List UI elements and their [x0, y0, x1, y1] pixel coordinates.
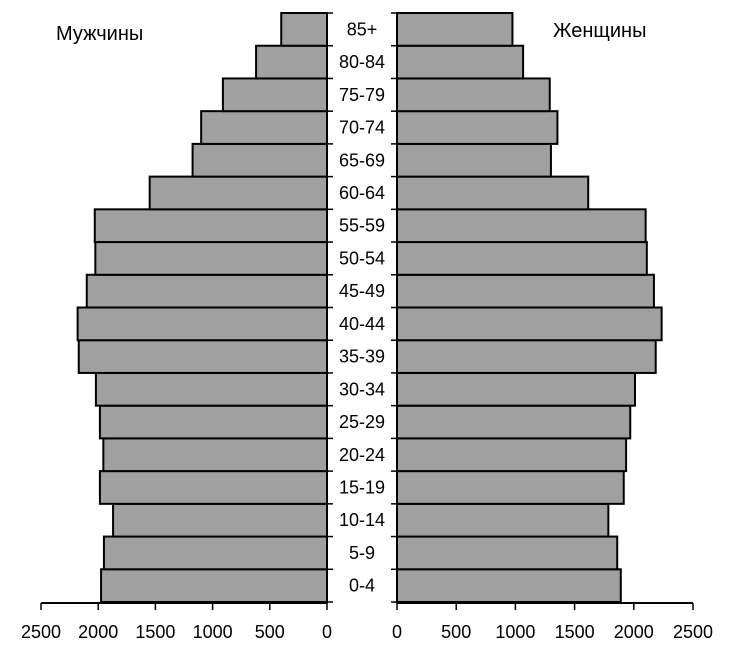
male-bar-80-84: [255, 44, 328, 80]
female-bar-80-84: [396, 44, 525, 80]
age-group-labels: 0-4 5-9 10-14 15-19 20-24 25-29 30-34 35-39 40-4…: [339, 19, 385, 595]
female-bar-25-29: [396, 404, 632, 440]
male-axis-tick-label: 1000: [193, 622, 233, 642]
male-axis-tick-label: 0: [322, 622, 332, 642]
age-group-label: 85+: [347, 19, 378, 39]
age-group-label: 60-64: [339, 183, 385, 203]
male-bar-35-39: [77, 339, 328, 374]
male-bar-40-44: [76, 306, 328, 342]
female-series-label: Женщины: [553, 20, 646, 42]
female-bar-75-79: [396, 77, 551, 113]
male-bar-30-34: [94, 371, 328, 407]
male-bar-70-74: [200, 110, 328, 145]
female-bar-5-9: [396, 535, 619, 571]
male-bar-10-14: [112, 502, 328, 538]
female-bar-45-49: [396, 273, 655, 309]
male-bar-20-24: [102, 437, 328, 473]
female-axis-tick-label: 2500: [673, 622, 713, 642]
age-group-label: 30-34: [339, 379, 385, 399]
male-axis-tick-label: 2000: [78, 622, 118, 642]
age-group-label: 75-79: [339, 85, 385, 105]
female-axis-tick-label: 1000: [495, 622, 535, 642]
age-group-label: 0-4: [349, 576, 375, 596]
male-bar-55-59: [93, 208, 328, 244]
male-series-label: Мужчины: [56, 23, 143, 45]
female-bar-85+: [396, 12, 514, 47]
age-group-label: 25-29: [339, 412, 385, 432]
female-bar-0-4: [396, 568, 622, 603]
male-axis-tick-label: 1500: [135, 622, 175, 642]
male-bar-25-29: [98, 404, 328, 440]
female-bar-30-34: [396, 371, 636, 407]
female-axis-tick-label: 0: [392, 622, 402, 642]
age-group-label: 55-59: [339, 216, 385, 236]
female-bars: [391, 12, 663, 603]
female-axis-tick-label: 1500: [555, 622, 595, 642]
male-bar-85+: [280, 12, 328, 47]
male-bar-65-69: [191, 142, 328, 178]
female-bar-20-24: [396, 437, 628, 473]
female-bar-10-14: [396, 502, 610, 538]
male-bar-75-79: [221, 77, 328, 113]
age-group-label: 65-69: [339, 150, 385, 170]
male-bar-15-19: [98, 470, 328, 505]
age-group-label: 20-24: [339, 445, 385, 465]
female-axis-tick-label: 2000: [614, 622, 654, 642]
age-group-label: 35-39: [339, 347, 385, 367]
female-bar-35-39: [396, 339, 657, 374]
female-bar-60-64: [396, 175, 590, 211]
male-bar-0-4: [100, 568, 328, 603]
female-bar-55-59: [396, 208, 647, 244]
female-bar-70-74: [396, 110, 559, 145]
female-bar-50-54: [396, 241, 648, 276]
age-group-label: 70-74: [339, 118, 385, 138]
age-group-label: 40-44: [339, 314, 385, 334]
age-group-label: 45-49: [339, 281, 385, 301]
male-bar-60-64: [148, 175, 328, 211]
female-bar-65-69: [396, 142, 552, 178]
male-axis-tick-label: 2500: [21, 622, 61, 642]
female-x-axis: 0 500 1000 1500 2000 2500: [392, 602, 713, 642]
age-group-label: 15-19: [339, 477, 385, 497]
age-group-label: 10-14: [339, 510, 385, 530]
male-bar-5-9: [102, 535, 328, 571]
age-group-label: 5-9: [349, 543, 375, 563]
female-bar-40-44: [396, 306, 663, 342]
male-axis-tick-label: 500: [255, 622, 285, 642]
age-group-label: 80-84: [339, 52, 385, 72]
male-bar-45-49: [85, 273, 329, 309]
male-bar-50-54: [94, 241, 328, 276]
female-axis-tick-label: 500: [441, 622, 471, 642]
age-group-label: 50-54: [339, 248, 385, 268]
male-x-axis: 2500 2000 1500 1000 500 0: [21, 602, 332, 642]
male-bars: [76, 12, 333, 603]
female-bar-15-19: [396, 470, 625, 505]
